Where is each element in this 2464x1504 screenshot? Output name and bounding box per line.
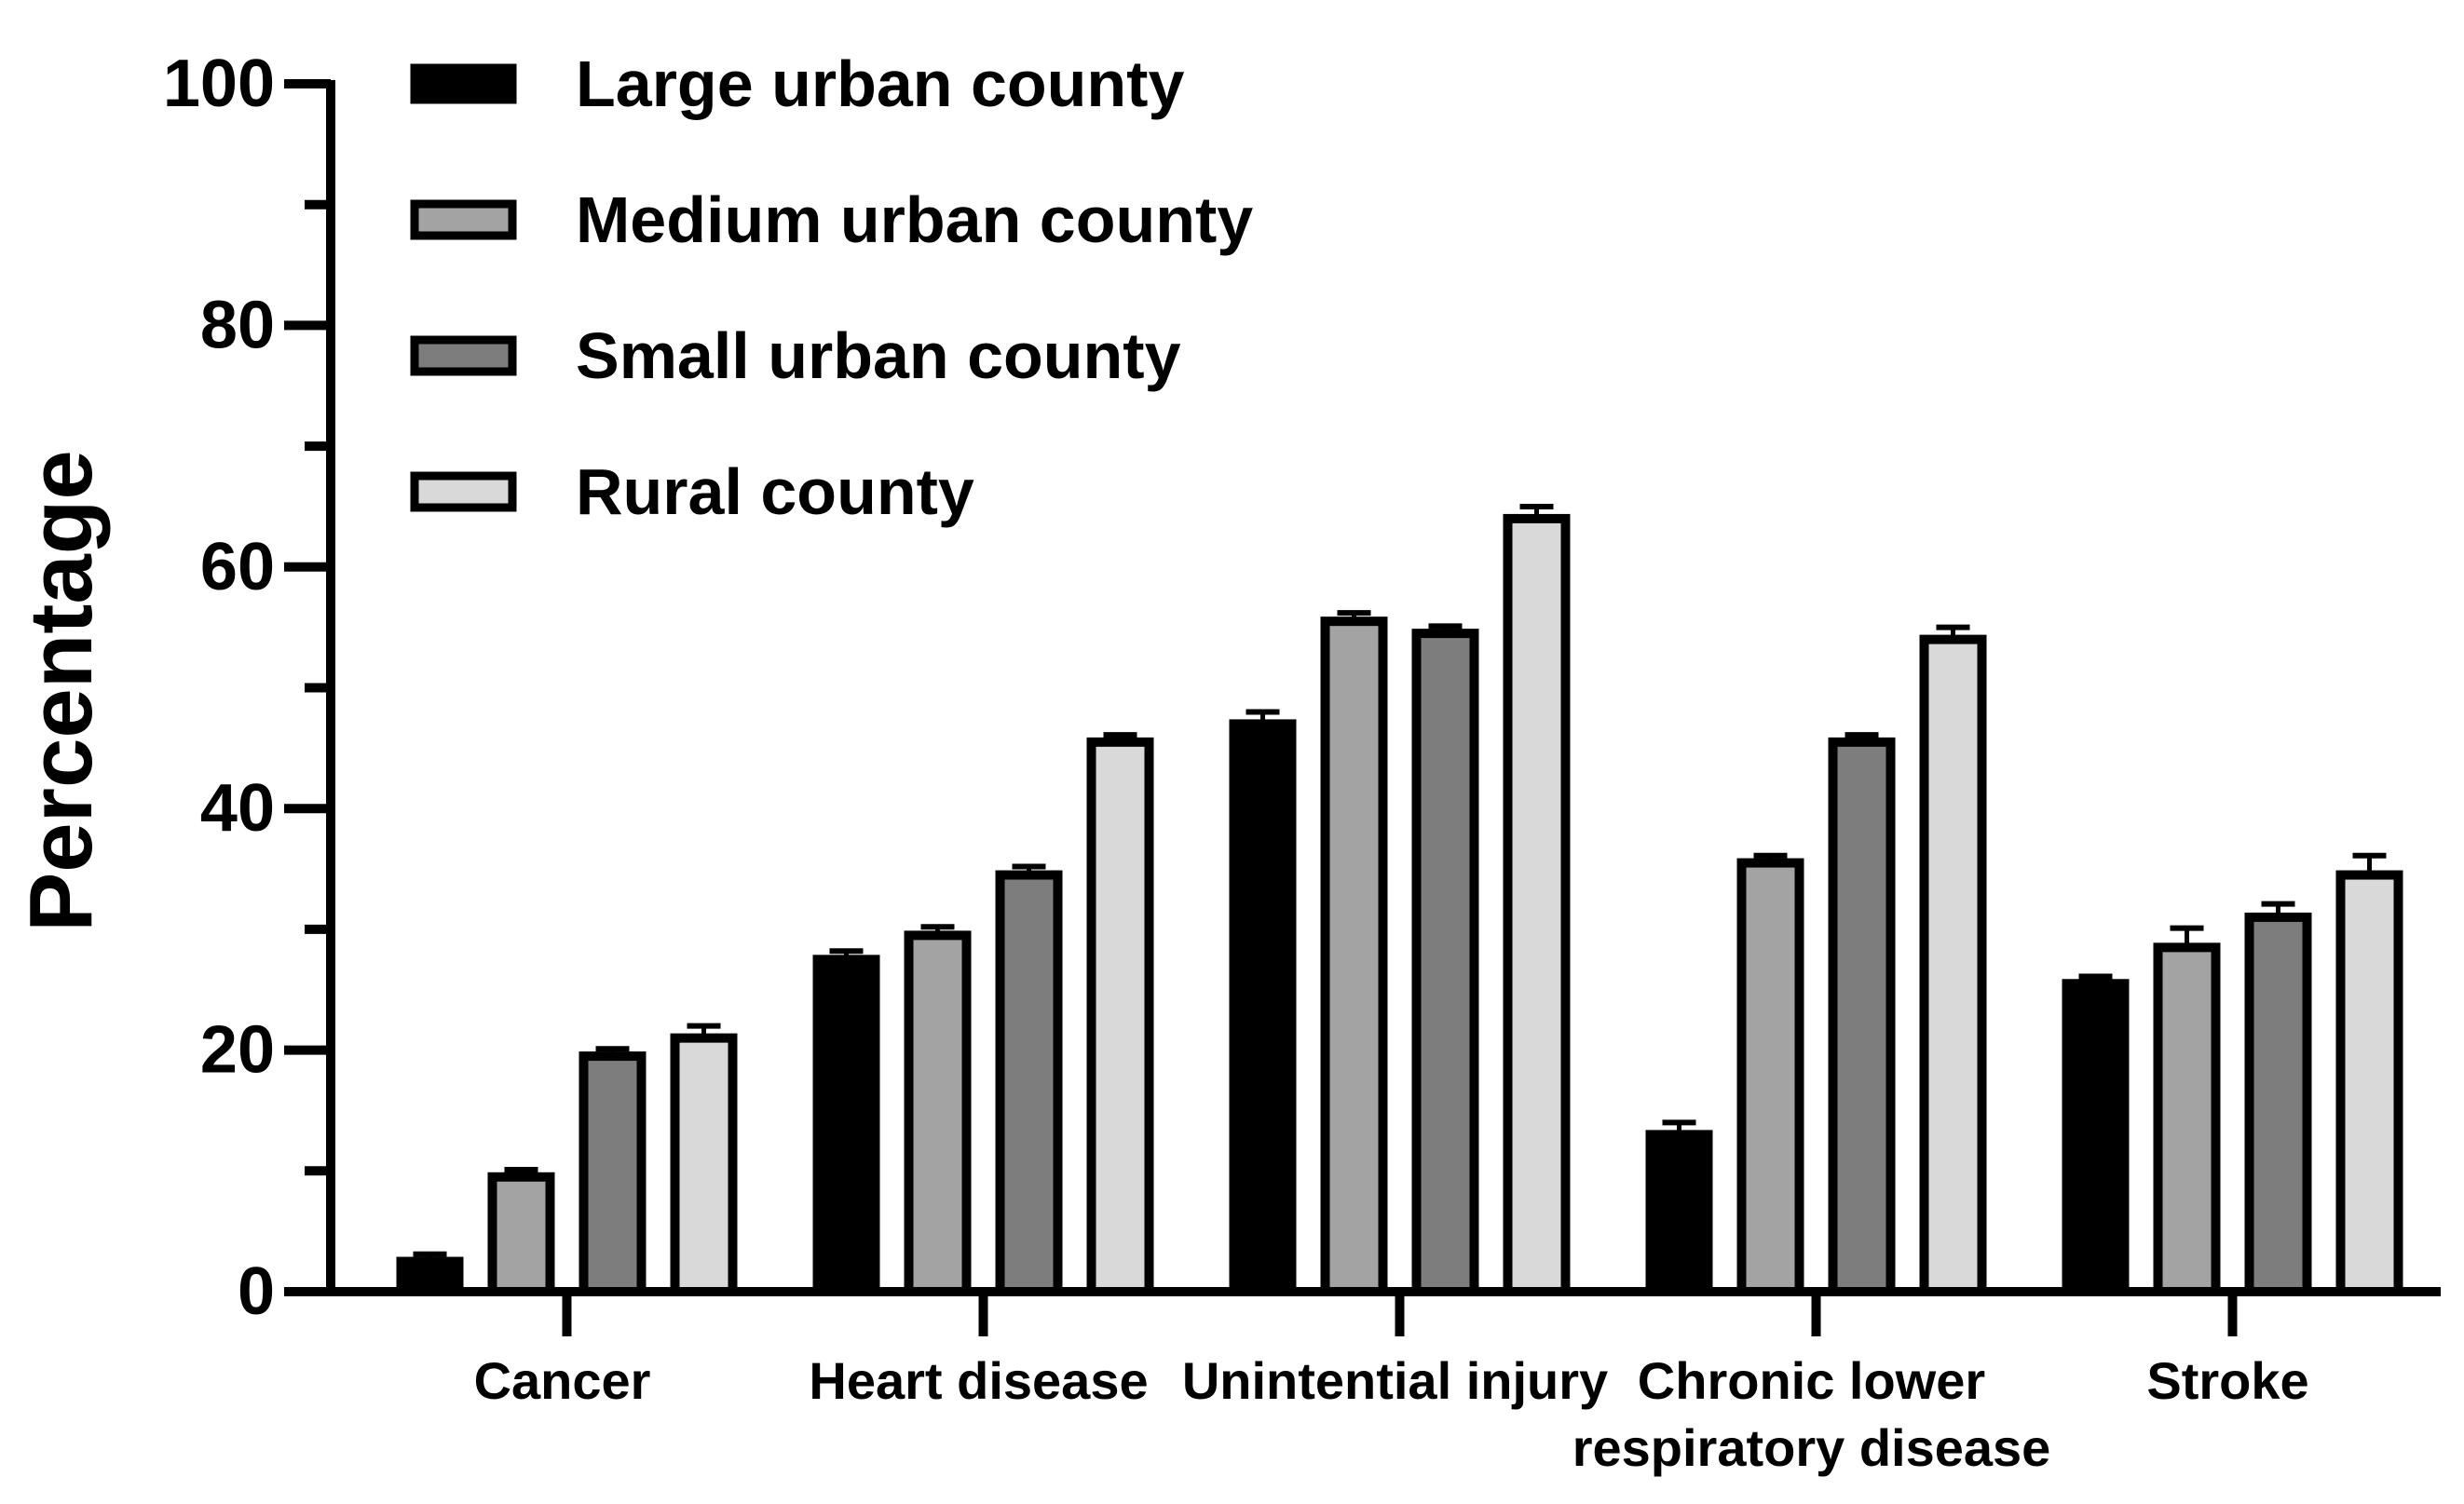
y-tick-label: 80 xyxy=(200,288,275,362)
y-axis-label: Percentage xyxy=(11,450,111,932)
bar xyxy=(1086,737,1154,1296)
x-tick-label: Chronic lower xyxy=(1638,1351,1985,1410)
x-tick-label: Heart disease xyxy=(809,1351,1148,1410)
bars xyxy=(396,503,2403,1297)
legend-swatch xyxy=(410,199,517,240)
x-tick-label: respiratory disease xyxy=(1572,1418,2051,1477)
bar xyxy=(1503,513,1571,1296)
bar xyxy=(995,870,1063,1296)
bar xyxy=(2335,870,2403,1296)
bar xyxy=(812,955,880,1296)
y-tick-label: 0 xyxy=(238,1254,275,1329)
x-tick-label: Unintential injury xyxy=(1182,1351,1608,1410)
y-tick-label: 20 xyxy=(200,1013,275,1088)
legend-label: Small urban county xyxy=(576,319,1181,392)
bar xyxy=(1229,719,1297,1296)
legend-label: Medium urban county xyxy=(576,183,1253,256)
bar xyxy=(1320,617,1388,1296)
bar xyxy=(396,1256,464,1296)
bar xyxy=(2244,912,2312,1296)
legend-swatch xyxy=(410,63,517,104)
bar xyxy=(1411,629,1479,1296)
legend-swatch xyxy=(410,471,517,512)
bar xyxy=(487,1172,555,1297)
legend: Large urban county Medium urban county Sma… xyxy=(410,47,1253,528)
bar xyxy=(1828,737,1896,1296)
legend-label: Rural county xyxy=(576,455,974,528)
bar xyxy=(670,1033,738,1296)
x-tick-label: Stroke xyxy=(2146,1351,2308,1410)
x-tick-label: Cancer xyxy=(474,1351,651,1410)
legend-label: Large urban county xyxy=(576,47,1184,120)
bar xyxy=(904,930,972,1296)
bar xyxy=(1645,1130,1713,1297)
bar xyxy=(2153,942,2221,1296)
y-tick-label: 40 xyxy=(200,771,275,846)
bar xyxy=(2062,979,2130,1296)
legend-swatch xyxy=(410,335,517,376)
y-tick-label: 60 xyxy=(200,530,275,604)
bar xyxy=(1736,858,1804,1296)
y-tick-label: 100 xyxy=(163,47,275,121)
bar xyxy=(1919,634,1987,1296)
bar xyxy=(579,1051,647,1296)
